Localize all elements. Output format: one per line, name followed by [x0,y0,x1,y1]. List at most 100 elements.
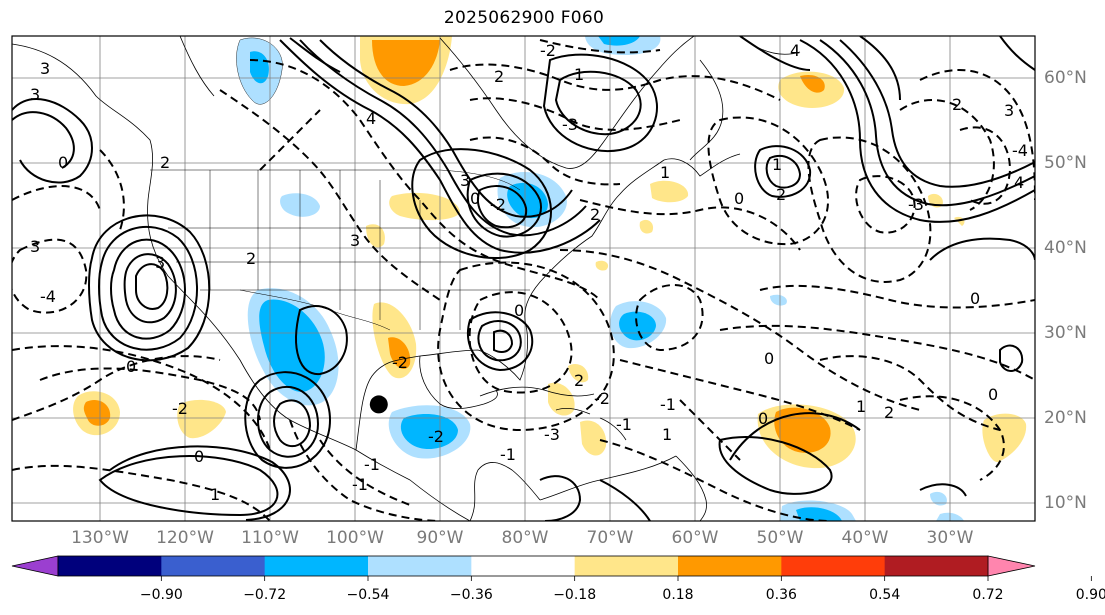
contour-label: 3 [1004,101,1014,120]
colorbar-segment [574,556,679,576]
contour-label: -4 [1012,141,1028,160]
colorbar-tick-label: −0.72 [243,587,287,603]
chart-title: 2025062900 F060 [443,8,605,28]
contour-label: -3 [544,425,560,444]
contour-label: -1 [352,475,368,494]
colorbar-segment [781,556,886,576]
contour-label: -1 [616,415,632,434]
contour-label: 0 [734,189,744,208]
contour-label: 3 [30,237,40,256]
colorbar-tick-label: −0.90 [139,587,183,603]
contour-label: -1 [660,395,676,414]
colorbar-extend-min [11,555,59,577]
contour-label: 0 [514,301,524,320]
contour-label: 2 [776,185,786,204]
contour-label: 0 [988,385,998,404]
longitude-label: 100°W [326,528,384,548]
contour-label: 4 [1014,173,1024,192]
contour-label: -2 [428,427,444,446]
latitude-label: 20°N [1044,408,1087,428]
longitude-label: 40°W [841,528,889,548]
contour-label: 1 [574,65,584,84]
contour-label: 2 [574,371,584,390]
map-frame [11,35,1036,522]
contour-label: 0 [126,357,136,376]
contour-label: -1 [500,445,516,464]
contour-label: -3 [562,115,578,134]
colorbar-segment [368,556,472,576]
longitude-label: 60°W [671,528,719,548]
contour-label: -4 [40,287,56,306]
contour-label: 3 [155,253,165,272]
map-area: 3 3 0 0 2 3 4 2 -2 1 -2 -3 1 2 3 -2 -4 3… [12,36,1035,521]
longitude-label: 110°W [241,528,299,548]
longitude-label: 90°W [416,528,464,548]
contour-label: 1 [662,425,672,444]
colorbar-segment [264,556,369,576]
contour-label: 3 [460,171,470,190]
latitude-label: 10°N [1044,493,1087,513]
latitude-label: 40°N [1044,238,1087,258]
contour-label: -2 [392,353,408,372]
contour-label: 3 [350,231,360,250]
contour-label: 2 [952,95,962,114]
colorbar-tick-label: −0.18 [553,587,597,603]
colorbar-segment [161,556,266,576]
contour-labels: 3 3 0 0 2 3 4 2 -2 1 -2 -3 1 2 3 -2 -4 3… [30,41,1028,504]
contour-label: -2 [594,389,610,408]
colorbar-tick-label: 0.36 [765,587,797,603]
contour-label: 3 [40,59,50,78]
contour-label: 1 [210,485,220,504]
contours-dashed [12,39,1035,521]
colorbar-tick-label: 0.54 [869,587,901,603]
contour-label: -2 [540,41,556,60]
contour-label: 2 [590,205,600,224]
contour-label: 2 [494,67,504,86]
contour-label: -1 [364,455,380,474]
graticule [12,36,1035,521]
colorbar-tick-label: −0.36 [449,587,493,603]
location-marker [369,395,388,414]
longitude-label: 50°W [756,528,804,548]
colorbar-tick-label: 0.18 [662,587,694,603]
contour-label: -2 [490,195,506,214]
colorbar-tick-label: −0.54 [346,587,390,603]
contour-label: -2 [172,399,188,418]
colorbar-tick-label: 0.72 [972,587,1004,603]
contour-label: 1 [772,155,782,174]
colorbar-extend-max [987,555,1036,577]
longitude-label: 30°W [926,528,974,548]
colorbar-frame [57,555,989,577]
contour-label: 1 [660,163,670,182]
contour-label: 2 [160,153,170,172]
latitude-label: 50°N [1044,153,1087,173]
longitude-label: 70°W [586,528,634,548]
contour-label: 0 [194,447,204,466]
longitude-label: 120°W [156,528,214,548]
colorbar-segment [58,556,162,576]
longitude-label: 80°W [501,528,549,548]
latitude-label: 60°N [1044,68,1087,88]
contour-label: 2 [246,249,256,268]
colorbar-segment [471,556,576,576]
latitude-label: 30°N [1044,323,1087,343]
colorbar-segment [884,556,989,576]
contour-label: 1 [856,397,866,416]
contour-label: 0 [470,189,480,208]
colorbar [11,555,1092,581]
contour-label: 4 [790,41,800,60]
contour-label: 3 [30,85,40,104]
contour-label: 0 [58,153,68,172]
colorbar-segment [678,556,782,576]
contour-label: 0 [758,409,768,428]
contour-label: 4 [366,109,376,128]
contour-label: 2 [884,403,894,422]
contour-label: 0 [764,349,774,368]
longitude-label: 130°W [71,528,129,548]
contour-label: 0 [970,289,980,308]
colorbar-tick-label: 0.90 [1075,587,1105,603]
contour-label: -3 [908,195,924,214]
contours-solid [12,36,1035,521]
shading-blue [236,36,964,521]
